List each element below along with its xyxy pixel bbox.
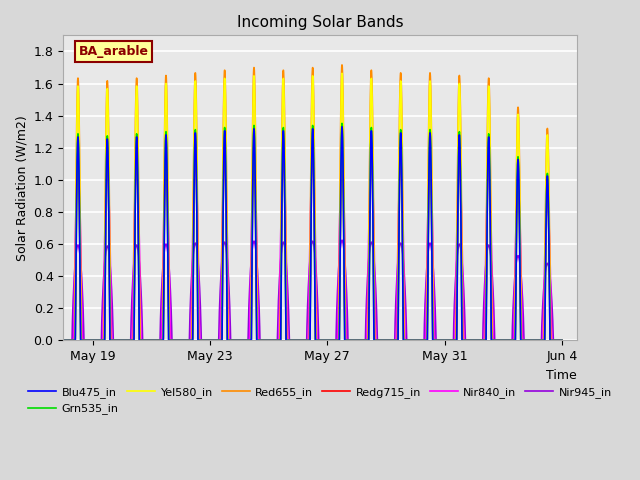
Redg715_in [150,337,157,343]
Nir945_in [470,337,477,343]
Legend: Blu475_in, Grn535_in, Yel580_in, Red655_in, Redg715_in, Nir840_in, Nir945_in: Blu475_in, Grn535_in, Yel580_in, Red655_… [24,383,616,419]
Grn535_in [558,337,566,343]
Nir945_in [432,319,440,324]
Yel580_in [250,73,258,79]
Yel580_in [358,337,366,343]
Nir945_in [150,337,157,343]
Red655_in [338,62,346,68]
Grn535_in [60,337,67,343]
Nir840_in [60,337,67,343]
Blu475_in [558,337,566,343]
Grn535_in [150,337,157,343]
Red655_in [558,337,566,343]
Yel580_in [384,337,392,343]
Red655_in [60,337,67,343]
Yel580_in [432,337,440,343]
Line: Yel580_in: Yel580_in [63,73,562,340]
Nir840_in [432,337,440,343]
Redg715_in [558,337,566,343]
Blu475_in [384,337,392,343]
Redg715_in [358,337,366,343]
Blu475_in [432,337,440,343]
Redg715_in [384,337,392,343]
Grn535_in [384,337,392,343]
Red655_in [470,337,477,343]
Red655_in [250,65,258,71]
Nir945_in [358,337,366,343]
Yel580_in [558,337,566,343]
Nir945_in [338,237,346,243]
Nir840_in [384,337,392,343]
Line: Nir840_in: Nir840_in [63,157,562,340]
X-axis label: Time: Time [546,369,577,382]
Redg715_in [338,134,346,140]
Nir945_in [60,337,67,343]
Yel580_in [150,337,157,343]
Redg715_in [432,337,440,343]
Blu475_in [60,337,67,343]
Grn535_in [250,123,258,129]
Nir840_in [250,156,258,162]
Title: Incoming Solar Bands: Incoming Solar Bands [237,15,403,30]
Line: Blu475_in: Blu475_in [63,127,562,340]
Nir945_in [250,239,258,244]
Blu475_in [470,337,477,343]
Grn535_in [470,337,477,343]
Redg715_in [470,337,477,343]
Line: Nir945_in: Nir945_in [63,240,562,340]
Yel580_in [60,337,67,343]
Grn535_in [358,337,366,343]
Redg715_in [250,136,258,142]
Y-axis label: Solar Radiation (W/m2): Solar Radiation (W/m2) [15,115,28,261]
Blu475_in [358,337,366,343]
Nir945_in [384,337,392,343]
Text: BA_arable: BA_arable [79,45,148,58]
Line: Grn535_in: Grn535_in [63,123,562,340]
Blu475_in [338,124,346,130]
Line: Redg715_in: Redg715_in [63,137,562,340]
Yel580_in [338,71,346,76]
Line: Red655_in: Red655_in [63,65,562,340]
Red655_in [150,337,157,343]
Blu475_in [250,127,258,132]
Red655_in [384,337,392,343]
Nir840_in [358,337,366,343]
Nir840_in [470,337,477,343]
Yel580_in [470,337,477,343]
Nir840_in [150,337,157,343]
Nir945_in [558,337,566,343]
Red655_in [358,337,366,343]
Nir840_in [558,337,566,343]
Red655_in [432,337,440,343]
Nir840_in [338,154,346,160]
Redg715_in [60,337,67,343]
Grn535_in [338,120,346,126]
Grn535_in [432,337,440,343]
Blu475_in [150,337,157,343]
